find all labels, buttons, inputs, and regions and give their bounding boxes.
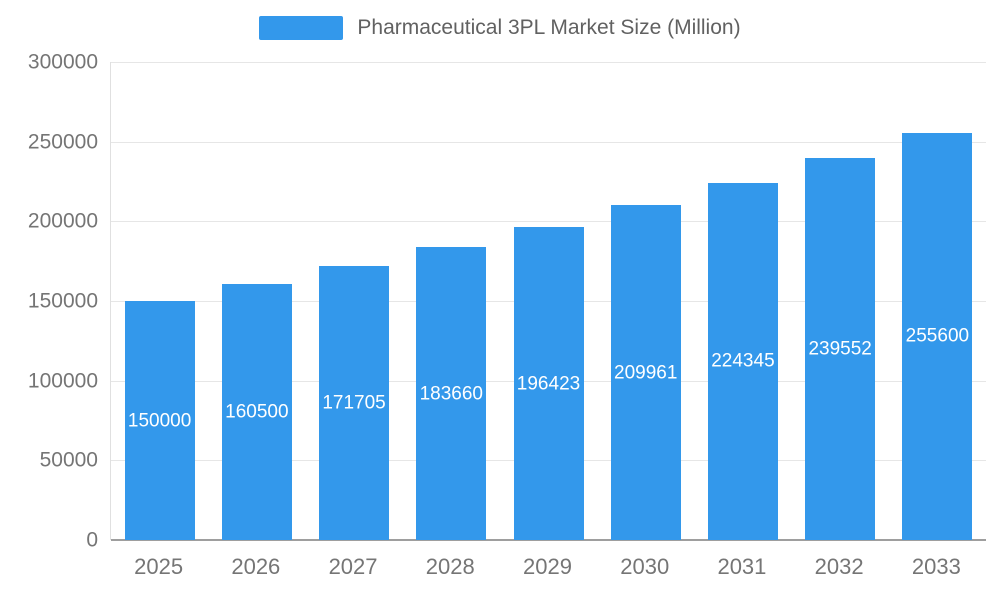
y-tick-label: 250000	[27, 130, 98, 154]
bar-2026	[221, 284, 292, 540]
bar-value-label: 224345	[711, 350, 775, 372]
legend-swatch[interactable]	[259, 16, 344, 40]
bar-2030	[610, 205, 681, 540]
x-tick-label: 2027	[328, 554, 378, 579]
gridline	[111, 221, 986, 223]
x-tick-label: 2031	[717, 554, 767, 579]
bar-value-label: 150000	[127, 410, 192, 431]
x-tick-label: 2029	[523, 554, 572, 579]
y-tick-label: 100000	[27, 369, 98, 393]
y-tick-label: 200000	[27, 209, 98, 233]
x-tick-label: 2026	[231, 554, 281, 579]
chart-legend[interactable]: Pharmaceutical 3PL Market Size (Million)	[0, 16, 1000, 40]
x-tick-label: 2033	[911, 554, 961, 579]
x-tick-label: 2032	[814, 554, 864, 579]
bar-2033	[902, 132, 973, 540]
x-tick-label: 2030	[620, 554, 670, 579]
x-tick-label: 2025	[134, 554, 184, 579]
y-tick-label: 300000	[27, 50, 98, 74]
bar-2032	[805, 158, 876, 540]
x-axis: 2025 2026 2027 2028 2029 2030 2031 2032 2033	[0, 556, 1000, 586]
plot-area: 150000 160500 171705 183660 196423 209961 2243…	[110, 62, 986, 541]
bar-value-label: 196423	[516, 373, 581, 395]
bar-value-label: 171705	[322, 392, 386, 414]
bar-value-label: 239552	[808, 338, 872, 360]
bar-2029	[513, 227, 584, 540]
bar-2028	[416, 247, 487, 540]
x-axis-line	[111, 539, 986, 541]
y-tick-label: 150000	[27, 289, 98, 313]
y-tick-label: 50000	[39, 448, 98, 472]
bar-value-label: 209961	[614, 362, 678, 384]
bar-2031	[707, 182, 778, 540]
y-tick-label: 0	[86, 528, 98, 552]
bar-value-label: 255600	[905, 325, 970, 347]
gridline	[111, 141, 986, 143]
bar-2027	[319, 266, 390, 540]
x-tick-label: 2028	[425, 554, 475, 579]
y-axis: 0 50000 100000 150000 200000 250000 300000	[0, 0, 98, 600]
chart-title: Pharmaceutical 3PL Market Size (Million)	[357, 16, 741, 39]
bar-2025	[124, 301, 195, 540]
bar-value-label: 183660	[419, 383, 483, 405]
bar-value-label: 160500	[225, 401, 289, 423]
gridline	[111, 62, 986, 63]
